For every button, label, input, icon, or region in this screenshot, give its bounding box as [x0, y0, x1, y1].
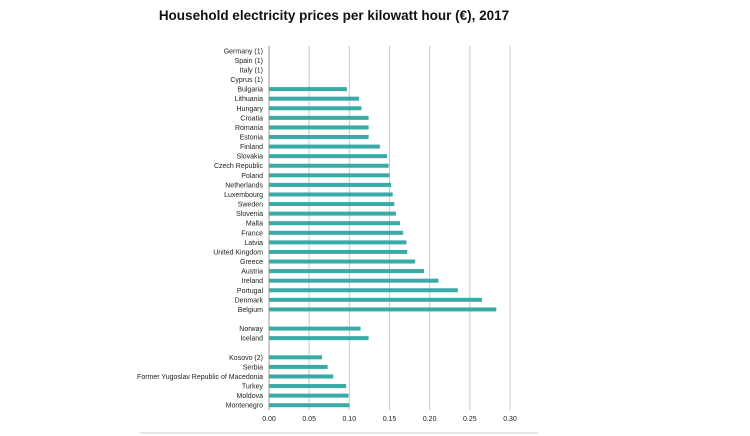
- category-label: Estonia: [240, 135, 263, 142]
- category-label: Moldova: [237, 393, 264, 400]
- bar: [269, 230, 404, 235]
- bar: [269, 192, 393, 197]
- category-label: Croatia: [240, 115, 263, 122]
- bar: [269, 307, 497, 312]
- bar: [269, 269, 425, 274]
- category-label: Austria: [241, 269, 263, 276]
- category-label: Romania: [235, 125, 263, 132]
- x-tick-label: 0.25: [463, 416, 477, 423]
- bar: [269, 106, 362, 111]
- category-label: Norway: [239, 326, 263, 333]
- bar: [269, 364, 328, 369]
- tick-label-layer: 0.00 0.05 0.10 0.15 0.20 0.25 0.30: [262, 416, 517, 423]
- bar: [269, 393, 349, 398]
- category-label: Iceland: [240, 336, 263, 343]
- x-tick-label: 0.00: [262, 416, 276, 423]
- bar: [269, 96, 359, 101]
- bar: [269, 125, 369, 130]
- category-label: Kosovo (2): [229, 355, 263, 362]
- category-label: Czech Republic: [214, 163, 264, 170]
- category-label: Belgium: [238, 307, 263, 314]
- bar: [269, 115, 369, 120]
- bar: [269, 355, 323, 360]
- bar: [269, 336, 369, 341]
- category-label: Slovakia: [237, 154, 264, 161]
- bar: [269, 87, 347, 92]
- category-label: France: [241, 230, 263, 237]
- category-label: Malta: [246, 221, 263, 228]
- bar: [269, 173, 390, 178]
- category-label: Luxembourg: [224, 192, 263, 199]
- bar-layer: [269, 87, 497, 408]
- category-label-layer: Germany (1) Spain (1) Italy (1) Cyprus (1) B…: [137, 48, 263, 409]
- category-label: Spain (1): [235, 58, 263, 65]
- grid-layer: [268, 46, 511, 410]
- bar: [269, 297, 482, 302]
- bar: [269, 384, 347, 389]
- bar: [269, 221, 400, 226]
- x-tick-label: 0.05: [302, 416, 316, 423]
- bar: [269, 182, 392, 187]
- bar: [269, 288, 458, 293]
- x-tick-label: 0.10: [343, 416, 357, 423]
- bar: [269, 154, 388, 159]
- category-label: Denmark: [235, 297, 264, 304]
- bar: [269, 163, 389, 168]
- category-label: Latvia: [244, 240, 263, 247]
- bar: [269, 211, 396, 216]
- x-tick-label: 0.15: [383, 416, 397, 423]
- category-label: Poland: [241, 173, 263, 180]
- bar: [269, 403, 350, 408]
- x-tick-label: 0.30: [503, 416, 517, 423]
- category-label: Greece: [240, 259, 263, 266]
- category-label: United Kingdom: [213, 249, 263, 256]
- category-label: Cyprus (1): [230, 77, 263, 84]
- category-label: Hungary: [237, 106, 264, 113]
- category-label: Sweden: [238, 202, 263, 209]
- bar: [269, 134, 369, 140]
- x-tick-label: 0.20: [423, 416, 437, 423]
- bar: [269, 240, 407, 245]
- bar: [269, 278, 439, 283]
- category-label: Ireland: [242, 278, 264, 285]
- category-label: Portugal: [237, 288, 264, 295]
- category-label: Montenegro: [226, 403, 263, 410]
- category-label: Lithuania: [235, 96, 264, 103]
- category-label: Italy (1): [240, 67, 263, 74]
- category-label: Finland: [240, 144, 263, 151]
- chart-title: Household electricity prices per kilowat…: [158, 8, 510, 23]
- bar: [269, 259, 416, 264]
- category-label: Netherlands: [225, 182, 263, 189]
- bar: [269, 249, 408, 254]
- bar: [269, 374, 334, 379]
- category-label: Germany (1): [224, 48, 263, 55]
- category-label: Bulgaria: [237, 87, 263, 94]
- category-label: Former Yugoslav Republic of Macedonia: [137, 374, 263, 381]
- bar: [269, 202, 395, 207]
- category-label: Serbia: [243, 364, 263, 371]
- bar: [269, 326, 361, 331]
- category-label: Slovenia: [236, 211, 263, 218]
- bar: [269, 144, 380, 149]
- category-label: Turkey: [242, 384, 264, 391]
